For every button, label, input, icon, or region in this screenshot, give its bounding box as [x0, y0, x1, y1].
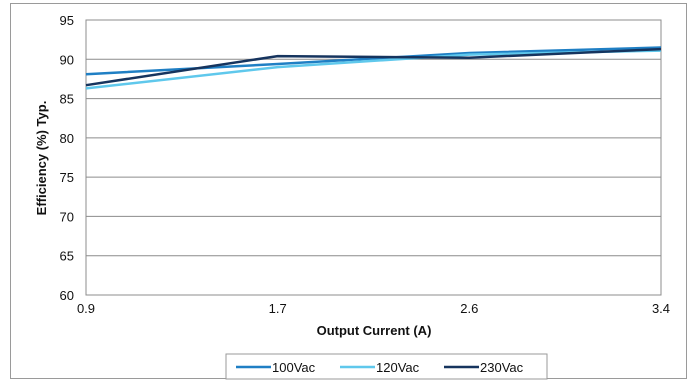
y-axis-title: Efficiency (%) Typ.	[34, 101, 49, 216]
x-tick-label: 3.4	[652, 301, 670, 316]
x-axis-title: Output Current (A)	[317, 323, 432, 338]
x-tick-labels: 0.9 1.7 2.6 3.4	[77, 301, 670, 316]
y-tick-labels: 95 90 85 80 75 70 65 60	[60, 13, 74, 303]
series-line-100vac	[85, 46, 662, 76]
legend-box	[225, 353, 548, 380]
y-tick-label: 80	[60, 131, 74, 146]
grid-layer	[86, 58, 661, 257]
y-tick-label: 60	[60, 288, 74, 303]
y-tick-label: 65	[60, 249, 74, 264]
series-layer	[85, 46, 662, 90]
x-tick-label: 1.7	[269, 301, 287, 316]
legend-label-100vac: 100Vac	[272, 360, 316, 375]
legend-label-230vac: 230Vac	[480, 360, 524, 375]
y-tick-label: 75	[60, 170, 74, 185]
x-tick-label: 0.9	[77, 301, 95, 316]
x-tick-label: 2.6	[460, 301, 478, 316]
y-tick-label: 90	[60, 52, 74, 67]
series-line-230vac	[85, 47, 662, 87]
plot-area	[85, 19, 662, 296]
legend: 100Vac 120Vac 230Vac	[225, 353, 548, 380]
legend-label-120vac: 120Vac	[376, 360, 420, 375]
y-tick-label: 95	[60, 13, 74, 28]
y-tick-label: 85	[60, 92, 74, 107]
y-tick-label: 70	[60, 209, 74, 224]
